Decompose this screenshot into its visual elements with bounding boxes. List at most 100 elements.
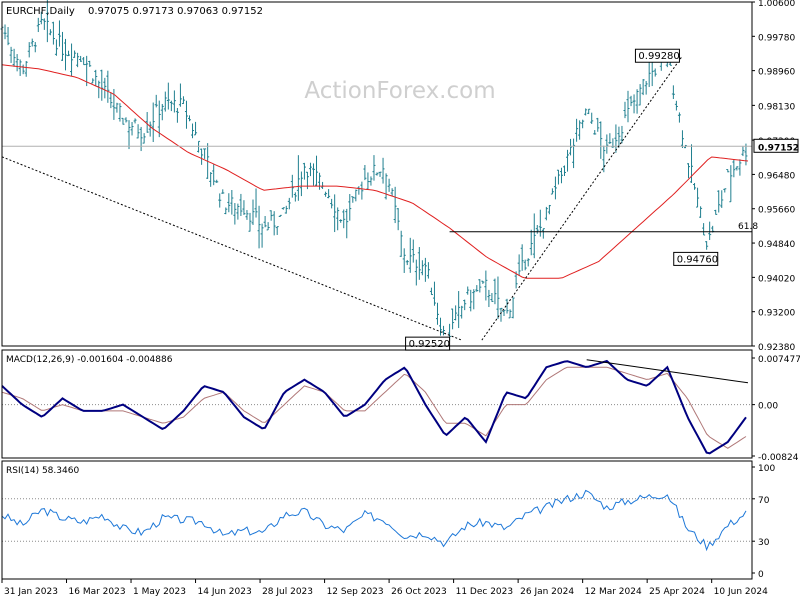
price-bar — [387, 178, 391, 192]
price-bar — [635, 89, 639, 114]
price-bar — [529, 229, 533, 256]
price-bar — [60, 31, 64, 61]
price-bar — [227, 193, 231, 213]
price-bar — [544, 206, 548, 221]
price-bar — [339, 219, 343, 223]
price-ytick-label: 0.93200 — [758, 309, 795, 319]
price-bar — [330, 198, 334, 209]
xaxis-tick-label: 12 Sep 2023 — [327, 587, 384, 597]
price-bar — [57, 20, 61, 47]
price-bar — [593, 130, 597, 135]
price-bar — [623, 101, 627, 119]
price-bar — [508, 309, 512, 319]
price-bar — [478, 279, 482, 293]
price-bar — [109, 92, 113, 109]
price-bar — [423, 257, 427, 282]
macd-title: MACD(12,26,9) -0.001604 -0.004886 — [6, 355, 173, 365]
price-bar — [466, 286, 470, 295]
price-bar — [429, 287, 433, 296]
price-bar — [284, 205, 288, 214]
price-bar — [345, 208, 349, 239]
xaxis-tick-label: 12 Mar 2024 — [585, 587, 642, 597]
price-bar — [556, 169, 560, 185]
price-bar — [30, 38, 34, 47]
xaxis-tick-label: 1 May 2023 — [133, 587, 186, 597]
price-ytick-label: 0.96480 — [758, 171, 795, 181]
price-ytick-label: 0.92380 — [758, 343, 795, 353]
price-bar — [696, 187, 700, 208]
price-bar — [587, 108, 591, 115]
price-bar — [85, 55, 89, 87]
price-bar — [541, 228, 545, 239]
macd-ytick-label: 0.00 — [758, 402, 778, 412]
price-bar — [318, 172, 322, 190]
price-bar — [729, 165, 733, 203]
price-bar — [212, 164, 216, 186]
price-bar — [257, 205, 261, 249]
price-bar — [454, 305, 458, 321]
rsi-ytick-label: 30 — [758, 538, 770, 548]
price-bar — [581, 119, 585, 129]
price-bar — [315, 155, 319, 187]
price-bar — [741, 146, 745, 157]
price-bar — [435, 302, 439, 325]
price-bar — [402, 248, 406, 273]
price-bar — [408, 237, 412, 273]
price-bar — [653, 68, 657, 77]
price-bar — [396, 208, 400, 231]
price-bar — [148, 121, 152, 137]
price-bar — [24, 60, 28, 77]
price-bar — [239, 193, 243, 217]
price-bar — [263, 216, 267, 228]
xaxis-tick-label: 25 Apr 2024 — [649, 587, 705, 597]
price-bar — [487, 289, 491, 308]
price-bar — [590, 112, 594, 124]
annotation-label: 0.99280 — [638, 51, 679, 62]
xaxis-tick-label: 26 Oct 2023 — [391, 587, 447, 597]
xaxis-tick-label: 11 Dec 2023 — [456, 587, 514, 597]
price-bar — [432, 281, 436, 306]
dashed-trendline — [1, 156, 462, 341]
price-bar — [106, 70, 110, 103]
price-bar — [699, 206, 703, 218]
price-bar — [381, 157, 385, 184]
price-ytick-label: 0.94840 — [758, 240, 795, 250]
price-bar — [442, 325, 446, 336]
price-bar — [596, 117, 600, 132]
price-bar — [296, 155, 300, 201]
price-bar — [51, 21, 55, 45]
price-bar — [191, 123, 195, 139]
price-bar — [254, 188, 258, 218]
price-bar — [242, 200, 246, 215]
current-price-label: 0.97152 — [758, 143, 799, 153]
price-bar — [54, 39, 58, 56]
price-bar — [151, 102, 155, 142]
price-bar — [188, 115, 191, 122]
price-bar — [680, 130, 684, 149]
price-bar — [266, 222, 270, 231]
dashed-trendline — [481, 56, 682, 341]
price-bar — [674, 100, 678, 111]
price-bar — [526, 258, 530, 267]
price-bar — [342, 209, 346, 229]
price-bar — [91, 78, 95, 84]
macd-line — [1, 359, 747, 455]
price-bar — [705, 241, 709, 250]
price-bar — [236, 203, 240, 220]
price-bar — [15, 54, 19, 72]
price-bar — [299, 171, 303, 197]
price-bar — [172, 90, 176, 113]
price-bar — [272, 211, 276, 236]
price-bar — [354, 189, 358, 202]
price-bar — [94, 69, 98, 86]
rsi-line — [1, 489, 747, 552]
price-bar — [484, 270, 488, 301]
price-bar — [390, 188, 394, 197]
ohlc-header: 0.97075 0.97173 0.97063 0.97152 — [88, 6, 263, 17]
price-bar — [103, 77, 107, 99]
price-bar — [48, 29, 52, 36]
price-bar — [414, 259, 418, 286]
price-bar — [33, 42, 37, 53]
price-bar — [372, 155, 376, 181]
price-bar — [324, 191, 328, 197]
